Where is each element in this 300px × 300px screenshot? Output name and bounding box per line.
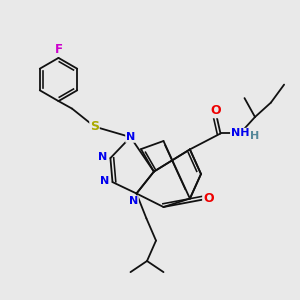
Text: F: F [55,43,62,56]
Text: H: H [250,131,259,141]
Text: N: N [98,152,107,162]
Text: S: S [90,120,99,133]
Text: N: N [126,132,135,142]
Text: N: N [100,176,109,187]
Text: O: O [210,104,221,118]
Text: NH: NH [231,128,249,139]
Text: O: O [203,192,214,205]
Text: N: N [129,196,138,206]
